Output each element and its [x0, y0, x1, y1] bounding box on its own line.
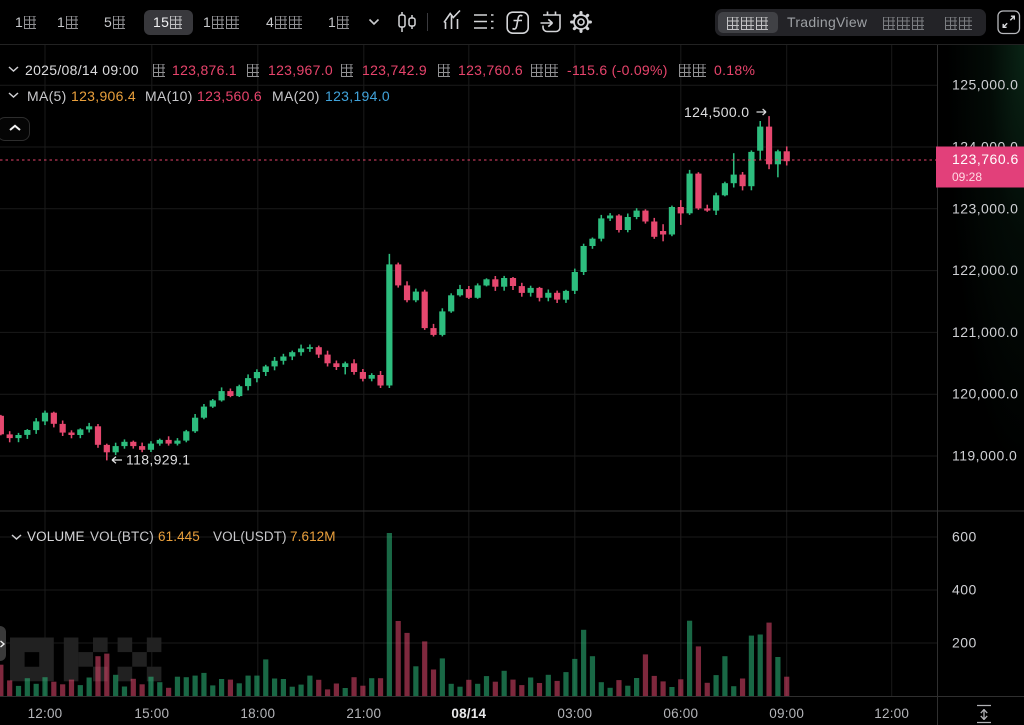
svg-text:119,000.0: 119,000.0: [952, 448, 1017, 464]
svg-text:120,000.0: 120,000.0: [952, 386, 1018, 402]
svg-text:125,000.0: 125,000.0: [952, 77, 1018, 93]
svg-text:09:00: 09:00: [769, 706, 804, 721]
svg-text:06:00: 06:00: [663, 706, 698, 721]
svg-text:08/14: 08/14: [451, 706, 486, 721]
svg-text:200: 200: [952, 635, 977, 651]
svg-text:600: 600: [952, 529, 977, 545]
svg-text:118,929.1: 118,929.1: [126, 452, 190, 468]
svg-text:21:00: 21:00: [346, 706, 381, 721]
svg-text:400: 400: [952, 582, 977, 598]
svg-text:124,500.0: 124,500.0: [684, 104, 749, 120]
svg-text:121,000.0: 121,000.0: [952, 324, 1018, 340]
svg-text:15:00: 15:00: [134, 706, 169, 721]
svg-text:03:00: 03:00: [557, 706, 592, 721]
svg-text:123,000.0: 123,000.0: [952, 200, 1018, 216]
svg-text:123,760.6: 123,760.6: [952, 151, 1019, 167]
svg-text:12:00: 12:00: [874, 706, 909, 721]
svg-text:18:00: 18:00: [240, 706, 275, 721]
svg-text:122,000.0: 122,000.0: [952, 262, 1018, 278]
svg-text:12:00: 12:00: [28, 706, 63, 721]
svg-text:09:28: 09:28: [952, 170, 982, 184]
